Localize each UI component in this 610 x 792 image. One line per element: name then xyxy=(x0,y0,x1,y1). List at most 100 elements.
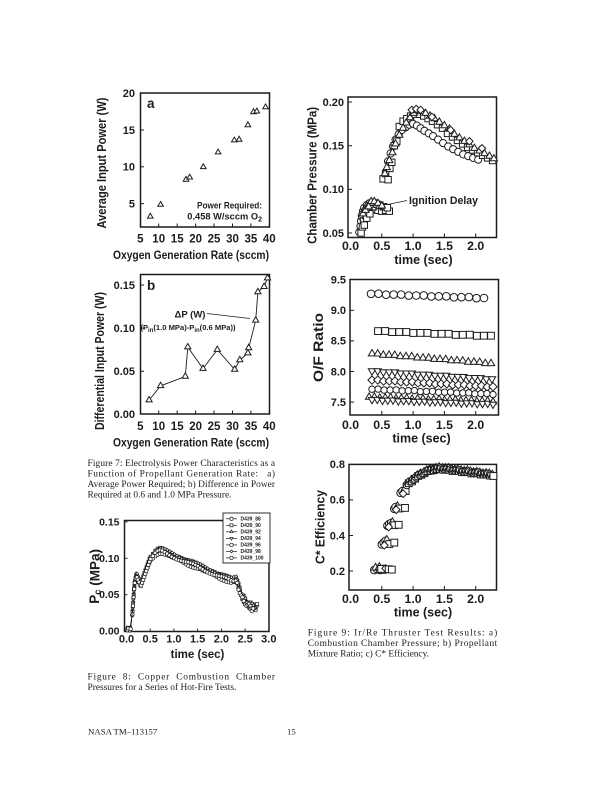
svg-text:15: 15 xyxy=(171,234,184,246)
svg-text:NASA TM–113157: NASA TM–113157 xyxy=(88,727,158,737)
svg-text:O/F Ratio: O/F Ratio xyxy=(310,313,326,382)
svg-text:10: 10 xyxy=(123,162,135,174)
svg-text:5: 5 xyxy=(137,421,144,433)
svg-text:time (sec): time (sec) xyxy=(394,606,452,620)
svg-text:0.0: 0.0 xyxy=(342,239,359,253)
svg-text:2.0: 2.0 xyxy=(467,418,484,432)
svg-text:20: 20 xyxy=(189,234,202,246)
svg-text:D439_88: D439_88 xyxy=(241,517,262,523)
svg-text:0.6: 0.6 xyxy=(330,495,345,507)
svg-text:35: 35 xyxy=(245,421,258,433)
svg-text:time (sec): time (sec) xyxy=(392,432,450,446)
svg-text:0.0: 0.0 xyxy=(119,634,134,646)
svg-text:9.5: 9.5 xyxy=(331,275,346,287)
svg-text:time (sec): time (sec) xyxy=(394,253,452,267)
svg-text:1.5: 1.5 xyxy=(436,418,453,432)
svg-text:1.0: 1.0 xyxy=(405,418,422,432)
svg-text:2.0: 2.0 xyxy=(467,592,484,606)
svg-text:15: 15 xyxy=(123,125,135,137)
svg-text:0.15: 0.15 xyxy=(323,141,344,153)
svg-text:0.10: 0.10 xyxy=(114,323,135,335)
svg-text:Average Input Power (W): Average Input Power (W) xyxy=(95,98,109,229)
svg-text:0.5: 0.5 xyxy=(373,418,390,432)
svg-text:0.05: 0.05 xyxy=(99,589,120,601)
svg-text:0.10: 0.10 xyxy=(323,184,344,196)
svg-text:0.15: 0.15 xyxy=(99,517,120,529)
svg-text:Pressures for a Series of Hot-: Pressures for a Series of Hot-Fire Tests… xyxy=(88,682,237,693)
svg-text:Figure 7: Electrolysis Power C: Figure 7: Electrolysis Power Characteris… xyxy=(88,459,276,469)
svg-text:0.5: 0.5 xyxy=(373,592,390,606)
svg-text:8.5: 8.5 xyxy=(331,336,346,348)
svg-text:a: a xyxy=(147,96,155,111)
svg-text:10: 10 xyxy=(152,234,165,246)
svg-text:D439_92: D439_92 xyxy=(241,530,262,536)
svg-text:0.15: 0.15 xyxy=(114,280,135,292)
svg-text:2.0: 2.0 xyxy=(467,239,484,253)
svg-text:0.4: 0.4 xyxy=(330,530,346,542)
svg-text:(Pin(1.0 MPa)-Pin(0.6 MPa)): (Pin(1.0 MPa)-Pin(0.6 MPa)) xyxy=(140,323,236,334)
svg-text:Oxygen Generation Rate (sccm): Oxygen Generation Rate (sccm) xyxy=(113,436,269,450)
svg-text:0.0: 0.0 xyxy=(342,592,359,606)
svg-text:5: 5 xyxy=(129,198,135,210)
svg-text:1.5: 1.5 xyxy=(436,239,453,253)
svg-text:0.458 W/sccm O2: 0.458 W/sccm O2 xyxy=(187,212,262,224)
svg-text:15: 15 xyxy=(287,727,296,737)
svg-text:0.2: 0.2 xyxy=(330,566,345,578)
svg-text:Required at 0.6 and 1.0 MPa Pr: Required at 0.6 and 1.0 MPa Pressure. xyxy=(88,491,232,501)
svg-text:30: 30 xyxy=(226,234,239,246)
svg-text:2.0: 2.0 xyxy=(214,634,229,646)
svg-text:0.0: 0.0 xyxy=(342,418,359,432)
svg-text:D439_96: D439_96 xyxy=(241,543,262,549)
svg-text:0.5: 0.5 xyxy=(373,239,390,253)
svg-text:D439_100: D439_100 xyxy=(241,556,264,562)
svg-text:Figure 8: Copper Combustion: Figure 8: Copper Combustion Chamber xyxy=(88,673,276,683)
svg-text:Power Required:: Power Required: xyxy=(197,201,262,211)
svg-text:Pc (MPa): Pc (MPa) xyxy=(87,549,103,604)
svg-text:1.0: 1.0 xyxy=(405,592,422,606)
svg-text:30: 30 xyxy=(226,421,239,433)
svg-text:15: 15 xyxy=(171,421,184,433)
svg-text:ΔP (W): ΔP (W) xyxy=(175,310,206,321)
svg-text:Figure 9: Ir/Re Thruster Test: Figure 9: Ir/Re Thruster Test Results: a… xyxy=(308,628,498,639)
svg-text:Chamber Pressure (MPa): Chamber Pressure (MPa) xyxy=(306,107,320,244)
svg-text:5: 5 xyxy=(137,234,144,246)
svg-text:1.0: 1.0 xyxy=(405,239,422,253)
svg-text:Oxygen Generation Rate (sccm): Oxygen Generation Rate (sccm) xyxy=(113,248,269,262)
svg-text:0.10: 0.10 xyxy=(99,553,120,565)
svg-text:Differential Input Power (W): Differential Input Power (W) xyxy=(93,292,107,430)
svg-text:1.5: 1.5 xyxy=(190,634,205,646)
svg-text:35: 35 xyxy=(245,234,258,246)
svg-text:40: 40 xyxy=(263,234,276,246)
svg-text:b: b xyxy=(147,278,155,293)
svg-text:D439_90: D439_90 xyxy=(241,523,262,529)
svg-text:0.00: 0.00 xyxy=(114,409,135,421)
svg-text:0.00: 0.00 xyxy=(99,626,120,638)
svg-text:25: 25 xyxy=(208,421,221,433)
svg-text:0.05: 0.05 xyxy=(114,366,135,378)
svg-text:3.0: 3.0 xyxy=(261,634,276,646)
svg-text:1.5: 1.5 xyxy=(436,592,453,606)
svg-text:0.5: 0.5 xyxy=(143,634,158,646)
svg-text:10: 10 xyxy=(152,421,165,433)
svg-text:20: 20 xyxy=(189,421,202,433)
svg-text:0.20: 0.20 xyxy=(323,97,344,109)
svg-text:20: 20 xyxy=(123,88,135,100)
svg-text:8.0: 8.0 xyxy=(331,366,346,378)
svg-text:2.5: 2.5 xyxy=(237,634,252,646)
svg-text:0.05: 0.05 xyxy=(323,228,344,240)
svg-text:D439_94: D439_94 xyxy=(241,536,262,542)
svg-text:C* Efficiency: C* Efficiency xyxy=(314,490,328,564)
svg-text:Function of Propellant Generat: Function of Propellant Generation Rate: … xyxy=(88,469,276,480)
svg-text:7.5: 7.5 xyxy=(331,397,346,409)
svg-text:9.0: 9.0 xyxy=(331,305,346,317)
svg-text:D439_98: D439_98 xyxy=(241,549,262,555)
svg-text:Ignition Delay: Ignition Delay xyxy=(409,195,479,207)
svg-text:Average Power Required; b) Dif: Average Power Required; b) Difference in… xyxy=(88,479,276,490)
svg-text:25: 25 xyxy=(208,234,221,246)
svg-text:0.8: 0.8 xyxy=(330,459,345,471)
svg-text:time (sec): time (sec) xyxy=(171,649,225,661)
svg-text:1.0: 1.0 xyxy=(166,634,181,646)
svg-text:Mixture Ratio; c) C* Efficienc: Mixture Ratio; c) C* Efficiency. xyxy=(308,649,429,660)
svg-text:40: 40 xyxy=(263,421,276,433)
svg-text:Combustion Chamber Pressure; b: Combustion Chamber Pressure; b) Propella… xyxy=(308,638,498,649)
